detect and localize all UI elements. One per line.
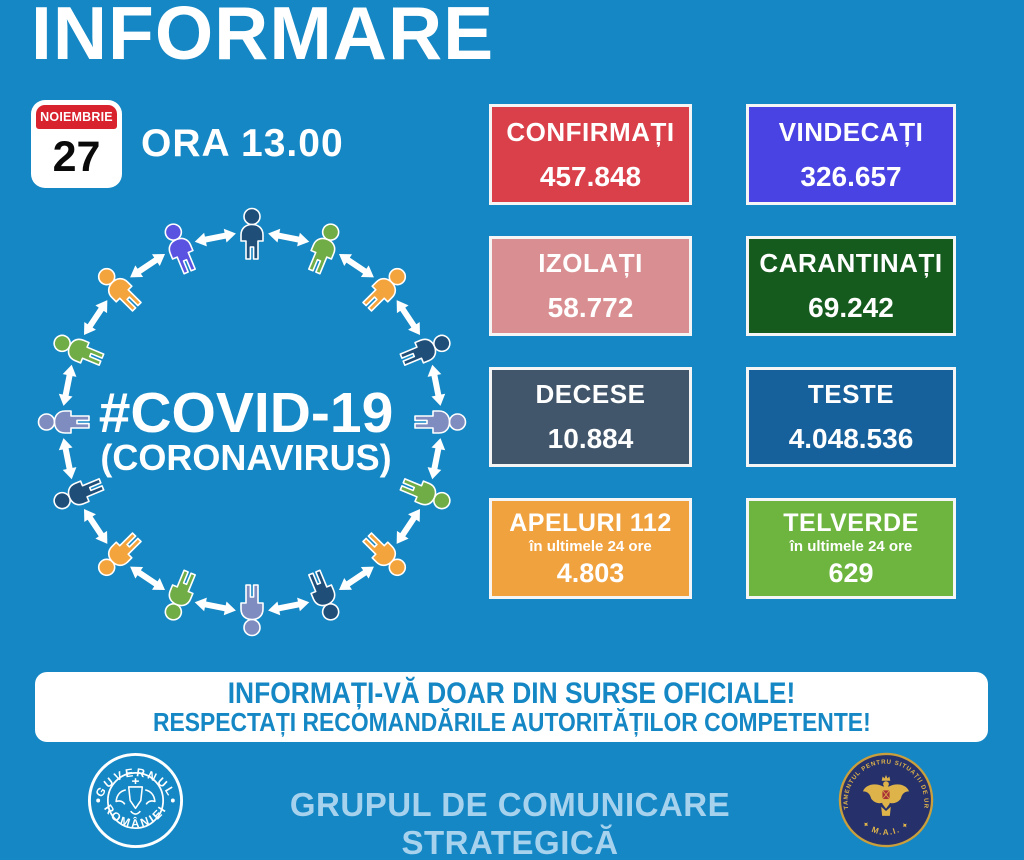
- dsu-mai-logo: DEPARTAMENTUL PENTRU SITUAȚII DE URGENȚĂ…: [838, 752, 934, 848]
- person-icon: [240, 584, 264, 637]
- person-icon: [53, 478, 105, 510]
- gov-logo-ring: [87, 752, 184, 849]
- person-icon: [308, 223, 340, 275]
- stat-value: 58.772: [547, 292, 634, 323]
- covid-circle-svg: #COVID-19 (CORONAVIRUS): [37, 207, 467, 637]
- dsu-logo-eagle-icon: [862, 775, 910, 816]
- stat-box-decese: DECESE 10.884: [489, 367, 692, 467]
- person-icon: [53, 334, 105, 366]
- stat-label: DECESE: [535, 379, 646, 409]
- stat-value: 326.657: [800, 160, 902, 192]
- svg-text:ROMÂNIEI: ROMÂNIEI: [101, 802, 170, 830]
- double-arrow-icon: [427, 438, 446, 480]
- double-arrow-icon: [268, 228, 310, 247]
- stat-label: APELURI 112: [509, 508, 672, 537]
- double-arrow-icon: [396, 508, 420, 544]
- page-title: INFORMARE: [31, 0, 495, 75]
- stat-box-confirmati: CONFIRMAȚI 457.848: [489, 104, 692, 205]
- person-icon: [240, 207, 264, 260]
- person-icon: [164, 223, 196, 275]
- stat-sublabel: în ultimele 24 ore: [529, 537, 652, 555]
- gov-logo-dot-left: [96, 798, 101, 803]
- person-icon: [414, 410, 467, 434]
- dsu-logo-shield-cross: [882, 790, 890, 800]
- stat-value: 457.848: [539, 160, 642, 192]
- person-icon: [37, 410, 90, 434]
- double-arrow-icon: [427, 364, 446, 406]
- stat-box-telverde: TELVERDE în ultimele 24 ore 629: [746, 498, 956, 599]
- banner-line2: RESPECTAȚI RECOMANDĂRILE AUTORITĂȚILOR C…: [152, 707, 871, 738]
- person-icon: [308, 569, 340, 621]
- stat-box-izolati: IZOLAȚI 58.772: [489, 236, 692, 336]
- double-arrow-icon: [58, 438, 77, 480]
- stat-value: 629: [828, 557, 874, 588]
- covid-circle-arrows: [58, 228, 446, 616]
- stat-label: CARANTINAȚI: [759, 248, 943, 278]
- double-arrow-icon: [130, 254, 166, 278]
- double-arrow-icon: [84, 300, 108, 336]
- double-arrow-icon: [130, 566, 166, 590]
- stat-label: TESTE: [807, 379, 895, 409]
- double-arrow-icon: [396, 300, 420, 336]
- double-arrow-icon: [338, 254, 374, 278]
- footer-group-label: GRUPUL DE COMUNICARE STRATEGICĂ: [289, 786, 731, 860]
- stat-label: CONFIRMAȚI: [506, 116, 675, 147]
- stat-value: 10.884: [547, 423, 634, 454]
- stat-label: IZOLAȚI: [538, 248, 643, 278]
- official-sources-banner: INFORMAȚI-VĂ DOAR DIN SURSE OFICIALE! RE…: [35, 672, 988, 742]
- double-arrow-icon: [268, 597, 310, 616]
- calendar-day: 27: [52, 133, 101, 181]
- time-label: ORA 13.00: [141, 122, 344, 165]
- guvernul-romaniei-logo: GUVERNUL ROMÂNIEI: [87, 752, 184, 849]
- banner-line1: INFORMAȚI-VĂ DOAR DIN SURSE OFICIALE!: [227, 676, 796, 710]
- double-arrow-icon: [58, 364, 77, 406]
- gov-logo-eagle-crest-icon: [115, 778, 156, 815]
- calendar-month: NOIEMBRIE: [36, 105, 117, 129]
- stat-label: VINDECAȚI: [778, 116, 924, 147]
- covid-circle-people: [37, 207, 467, 637]
- stat-box-vindecati: VINDECAȚI 326.657: [746, 104, 956, 205]
- double-arrow-icon: [194, 597, 236, 616]
- covid-hashtag: #COVID-19: [99, 381, 394, 445]
- person-icon: [164, 569, 196, 621]
- double-arrow-icon: [194, 228, 236, 247]
- person-icon: [97, 532, 142, 577]
- person-icon: [362, 532, 407, 577]
- covid-subtitle: (CORONAVIRUS): [100, 437, 391, 478]
- stat-label: TELVERDE: [783, 508, 919, 537]
- calendar-icon: NOIEMBRIE 27: [31, 100, 122, 188]
- double-arrow-icon: [338, 566, 374, 590]
- person-icon: [399, 334, 451, 366]
- stat-box-carantinati: CARANTINAȚI 69.242: [746, 236, 956, 336]
- person-icon: [399, 478, 451, 510]
- stat-value: 69.242: [808, 292, 894, 323]
- person-icon: [362, 267, 407, 312]
- stats-grid: CONFIRMAȚI 457.848 VINDECAȚI 326.657 IZO…: [489, 104, 956, 599]
- double-arrow-icon: [84, 508, 108, 544]
- stat-box-apeluri-112: APELURI 112 în ultimele 24 ore 4.803: [489, 498, 692, 599]
- gov-logo-dot-right: [170, 798, 175, 803]
- stat-value: 4.803: [556, 557, 625, 588]
- covid-circle: #COVID-19 (CORONAVIRUS): [18, 188, 486, 656]
- gov-logo-inner-ring: [106, 771, 165, 830]
- stat-value: 4.048.536: [788, 423, 914, 454]
- gov-logo-bottom-text: ROMÂNIEI: [101, 802, 167, 830]
- stat-box-teste: TESTE 4.048.536: [746, 367, 956, 467]
- stat-sublabel: în ultimele 24 ore: [789, 537, 913, 555]
- person-icon: [97, 267, 142, 312]
